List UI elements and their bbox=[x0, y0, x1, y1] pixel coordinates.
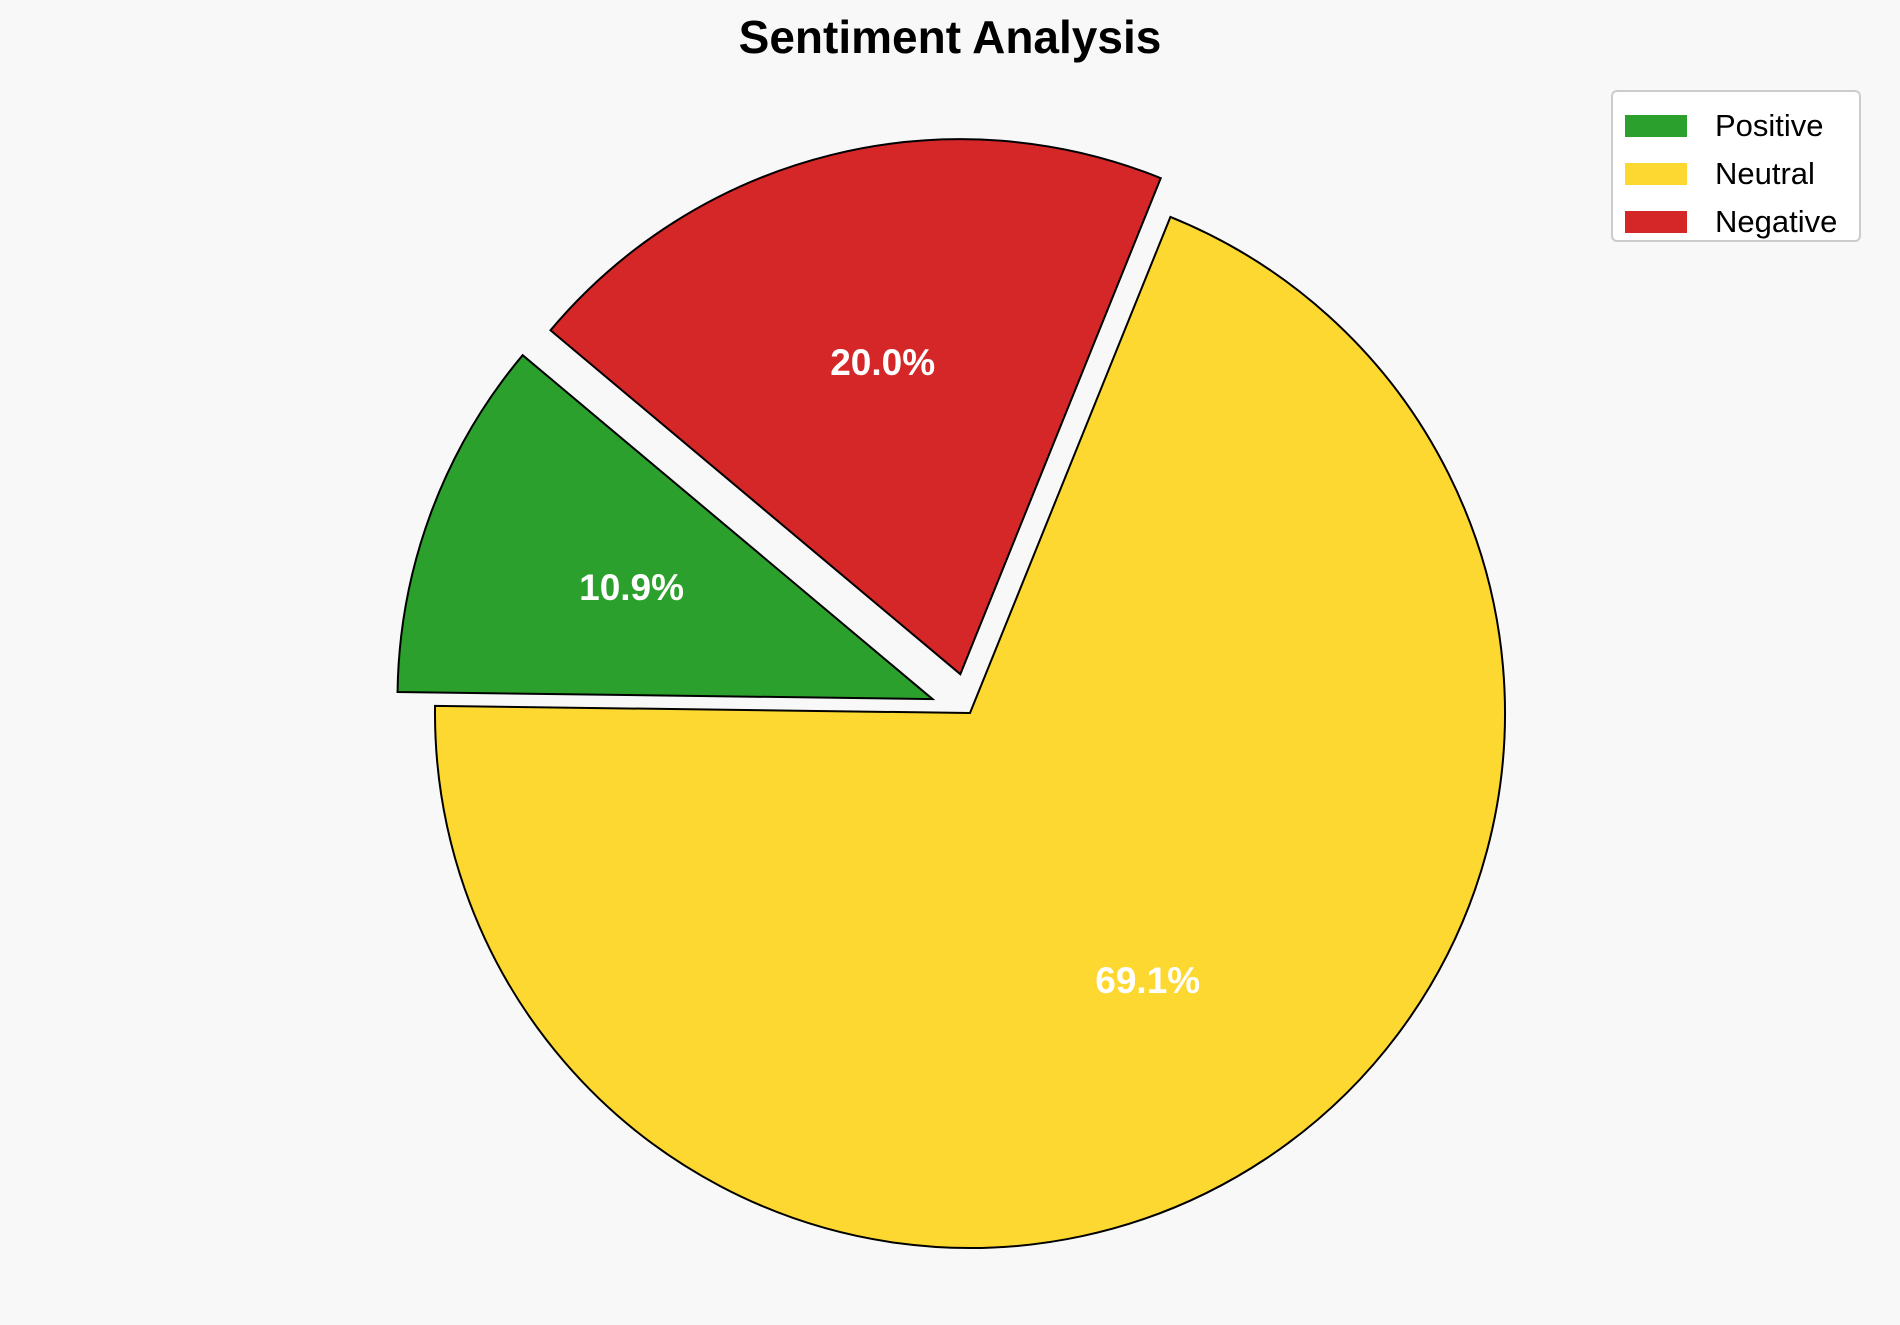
legend-item-neutral: Neutral bbox=[1625, 150, 1847, 198]
legend-swatch-neutral bbox=[1625, 163, 1687, 185]
legend-label-neutral: Neutral bbox=[1715, 156, 1815, 191]
pie-slice-neutral bbox=[434, 215, 1506, 1249]
pie-slice-positive bbox=[396, 353, 936, 701]
chart-title: Sentiment Analysis bbox=[738, 11, 1162, 63]
legend-label-negative: Negative bbox=[1715, 204, 1838, 239]
legend: Positive Neutral Negative bbox=[1611, 90, 1861, 242]
legend-item-positive: Positive bbox=[1625, 102, 1847, 150]
pie-slice-negative bbox=[549, 138, 1163, 676]
legend-swatch-negative bbox=[1625, 211, 1687, 233]
legend-label-positive: Positive bbox=[1715, 108, 1824, 143]
legend-swatch-positive bbox=[1625, 115, 1687, 137]
slice-label-negative: 20.0% bbox=[830, 342, 935, 383]
slice-label-positive: 10.9% bbox=[579, 567, 684, 608]
slice-label-neutral: 69.1% bbox=[1095, 960, 1200, 1001]
legend-item-negative: Negative bbox=[1625, 198, 1847, 246]
